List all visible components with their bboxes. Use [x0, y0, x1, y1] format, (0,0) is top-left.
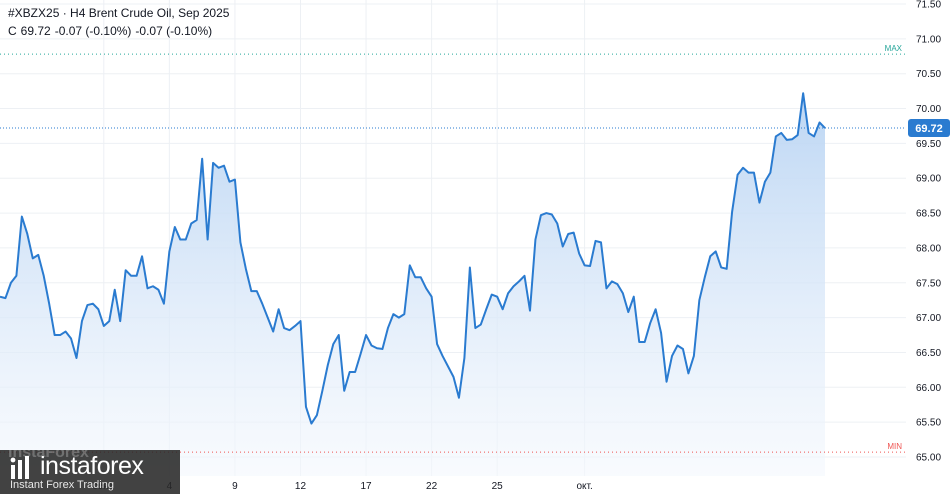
y-tick-label: 66.50	[916, 348, 941, 359]
x-tick-label: 12	[295, 481, 307, 492]
watermark-brand: instaforex	[40, 452, 144, 480]
chart-marks: MAX MIN	[0, 44, 906, 453]
min-label: MIN	[887, 442, 902, 451]
y-tick-label: 65.00	[916, 453, 941, 464]
max-label: MAX	[885, 44, 903, 53]
watermark-tagline: Instant Forex Trading	[10, 479, 114, 491]
instaforex-watermark: InstaForex instaforex Instant Forex Trad…	[0, 450, 180, 494]
y-tick-label: 68.50	[916, 209, 941, 220]
x-tick-label: окт.	[576, 481, 592, 492]
y-tick-label: 70.50	[916, 69, 941, 80]
y-tick-label: 69.50	[916, 139, 941, 150]
quote-prefix: C	[8, 24, 17, 38]
x-tick-label: 25	[492, 481, 504, 492]
y-tick-label: 71.50	[916, 0, 941, 11]
y-tick-label: 70.00	[916, 104, 941, 115]
price-line	[0, 92, 826, 425]
y-tick-label: 66.00	[916, 383, 941, 394]
series-line	[0, 92, 826, 425]
quote-change: -0.07 (-0.10%)	[54, 24, 132, 38]
y-tick-label: 71.00	[916, 34, 941, 45]
y-tick-label: 68.00	[916, 243, 941, 254]
price-axis[interactable]: 71.50 71.00 70.50 70.00 69.50 69.00 68.50 68.00…	[908, 0, 950, 464]
y-tick-label: 65.50	[916, 418, 941, 429]
y-tick-label: 69.00	[916, 174, 941, 185]
instaforex-logo-icon	[10, 456, 29, 479]
x-tick-label: 9	[232, 481, 238, 492]
quote-close: 69.72	[20, 24, 51, 38]
quote-line: C 69.72 -0.07 (-0.10%) -0.07 (-0.10%)	[8, 24, 216, 38]
y-tick-label: 67.50	[916, 278, 941, 289]
area-fill	[0, 93, 825, 477]
y-tick-label: 67.00	[916, 313, 941, 324]
quote-change-secondary: -0.07 (-0.10%)	[135, 24, 213, 38]
x-tick-label: 22	[426, 481, 438, 492]
watermark-ghost-text: InstaForex	[8, 450, 89, 461]
chart-title: #XBZX25 · H4 Brent Crude Oil, Sep 2025	[8, 6, 230, 20]
last-price-tag-label: 69.72	[915, 123, 943, 135]
last-price-tag	[908, 119, 950, 138]
x-tick-label: 17	[360, 481, 372, 492]
price-area	[0, 93, 825, 477]
